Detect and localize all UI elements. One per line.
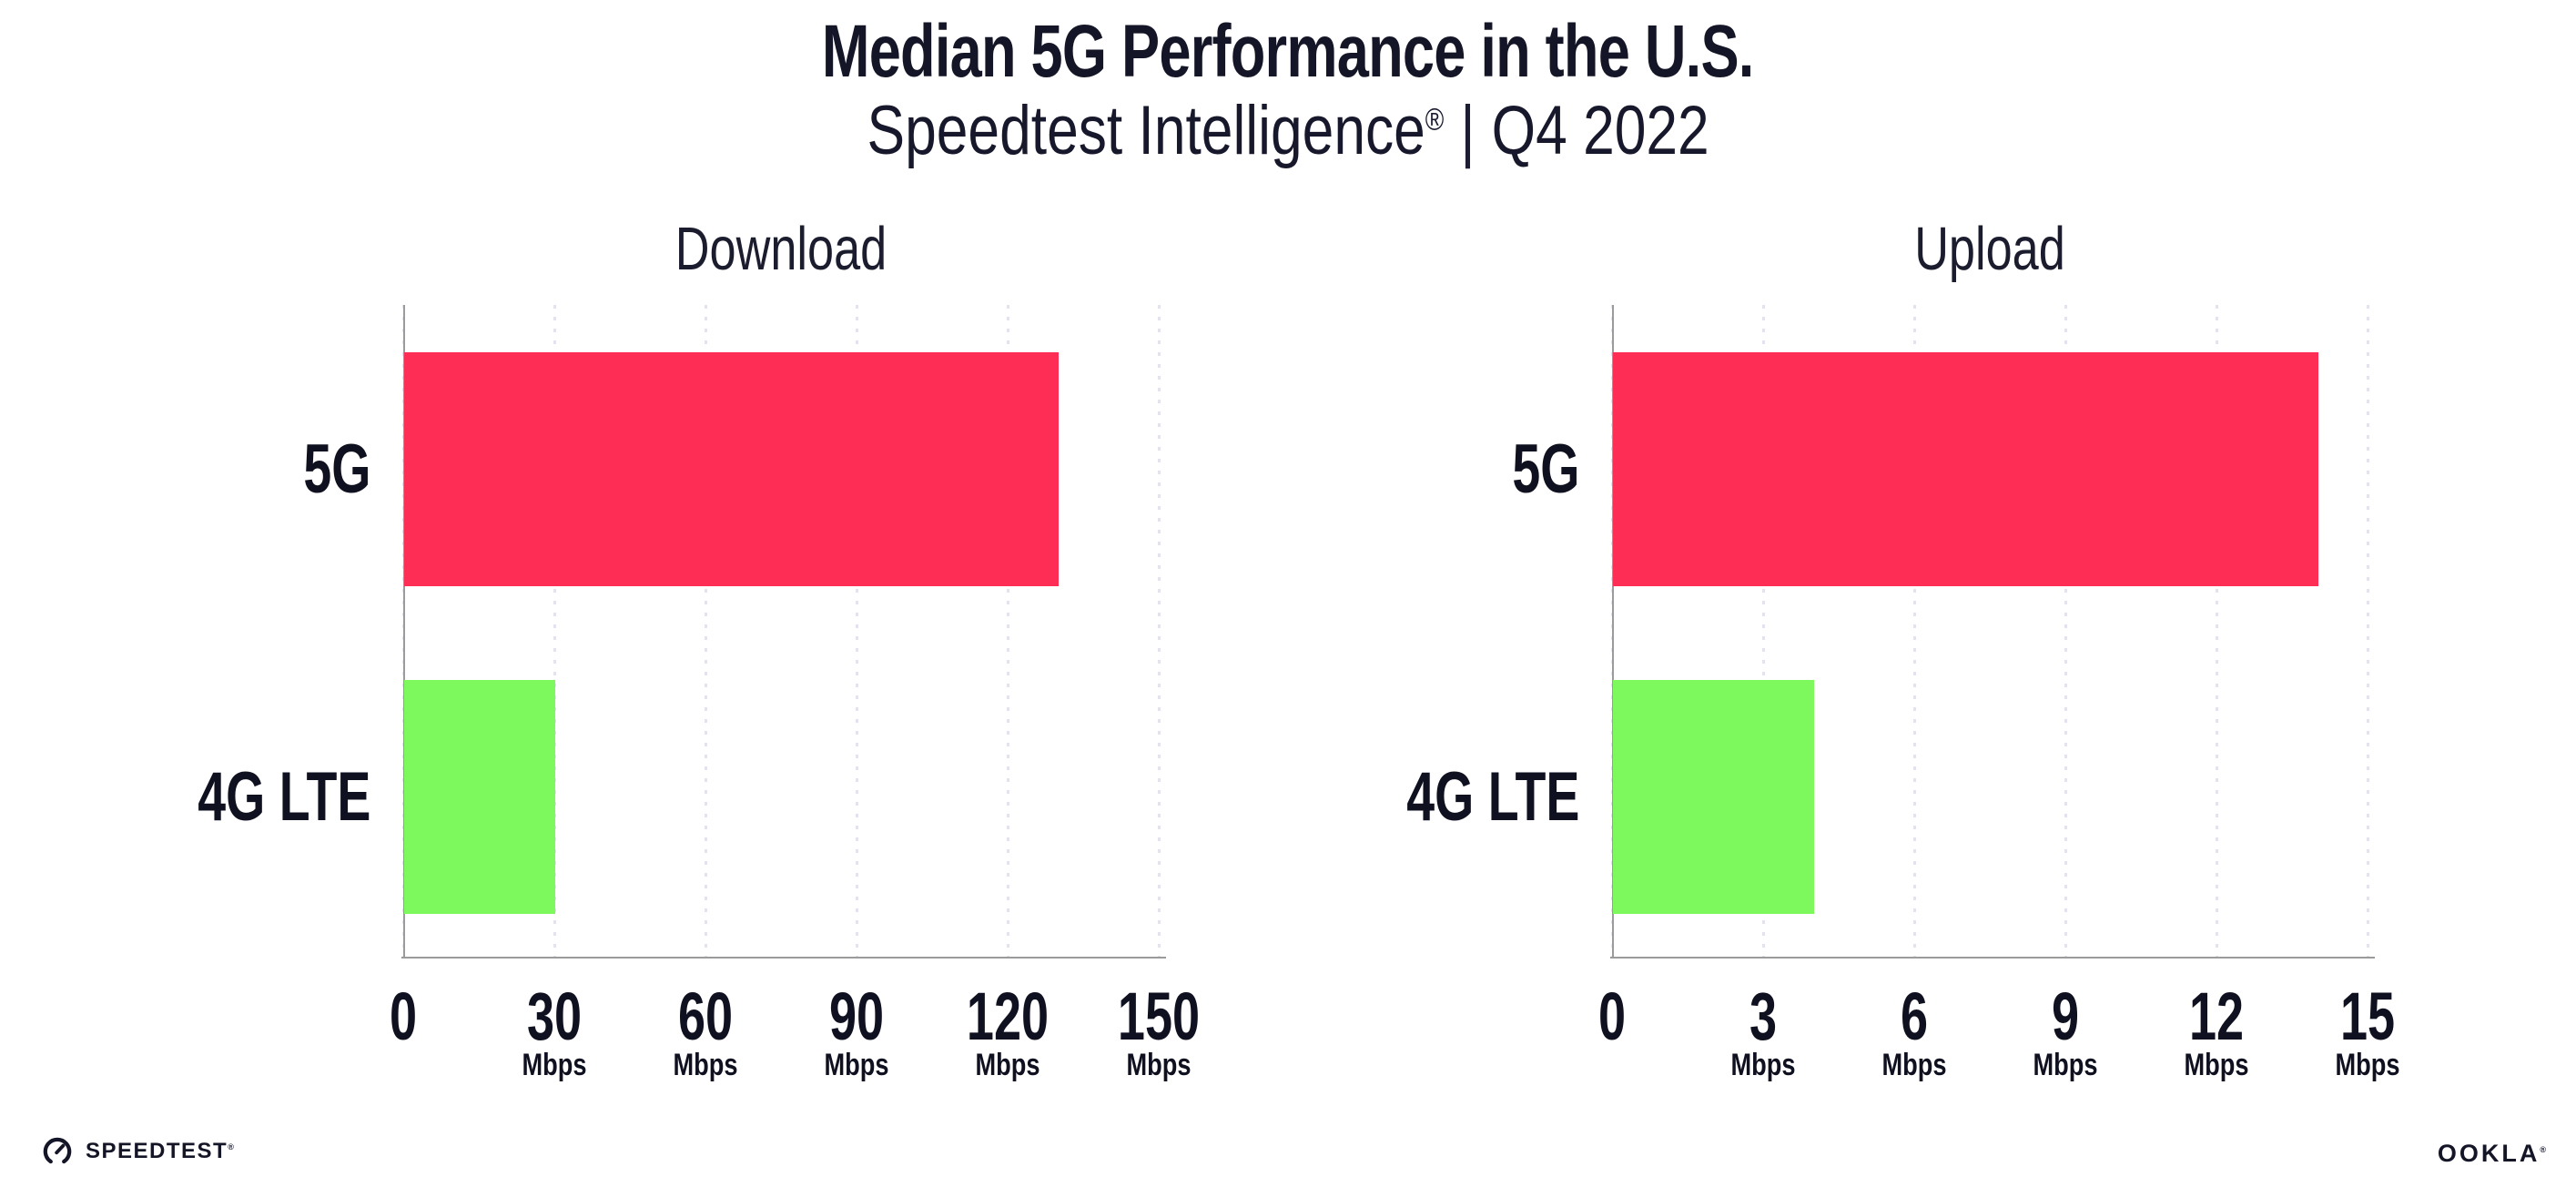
speedtest-gauge-icon [42,1136,73,1167]
category-label: 5G [302,430,370,508]
x-tick-unit: Mbps [1881,1048,1947,1082]
x-tick-unit: Mbps [824,1048,889,1082]
x-tick-label: 0 [389,979,418,1054]
subtitle-separator: | [1460,92,1476,169]
speedtest-registered-mark: ® [228,1142,236,1151]
page-subtitle: Speedtest Intelligence® | Q4 2022 [0,93,2576,169]
ookla-registered-mark: ® [2540,1145,2549,1154]
y-axis-line [403,305,405,959]
category-label: 4G LTE [1405,757,1579,836]
gridline [2367,305,2369,959]
gridline [1913,305,1916,959]
gridline [856,305,858,959]
page-title: Median 5G Performance in the U.S. [822,10,1754,93]
subtitle-period: Q4 2022 [1491,92,1709,169]
x-tick-label: 6 [1900,979,1929,1054]
x-axis-line [1610,957,2375,959]
gridline [2064,305,2067,959]
gridline [1158,305,1161,959]
x-tick-unit: Mbps [2335,1048,2400,1082]
x-tick-unit: Mbps [522,1048,587,1082]
x-tick-unit: Mbps [2033,1048,2098,1082]
y-axis-line [1612,305,1614,959]
gridline [553,305,556,959]
x-tick-label: 30 [526,979,583,1054]
category-label: 4G LTE [197,757,370,836]
bar-5g-upload [1613,352,2318,586]
x-tick-label: 9 [2051,979,2080,1054]
bar-4g-lte-upload [1613,680,1814,914]
ookla-logo: OOKLA® [2438,1140,2549,1168]
ookla-wordmark: OOKLA® [2437,1140,2549,1167]
x-tick-label: 3 [1749,979,1778,1054]
gridline [1762,305,1765,959]
bar-5g-download [404,352,1059,586]
x-tick-unit: Mbps [1126,1048,1192,1082]
speedtest-logo: SPEEDTEST® [42,1136,235,1167]
x-tick-label: 90 [828,979,885,1054]
subtitle-brand: Speedtest Intelligence [867,92,1425,169]
chart-title-upload: Upload [1914,215,2065,283]
x-tick-unit: Mbps [1730,1048,1796,1082]
x-tick-label: 150 [1117,979,1201,1054]
x-tick-label: 0 [1597,979,1627,1054]
x-tick-unit: Mbps [2184,1048,2249,1082]
x-tick-label: 15 [2339,979,2396,1054]
speedtest-wordmark: SPEEDTEST® [86,1139,236,1163]
registered-mark: ® [1425,102,1445,137]
gridline [705,305,707,959]
x-tick-label: 60 [677,979,734,1054]
x-tick-unit: Mbps [673,1048,738,1082]
category-label: 5G [1511,430,1579,508]
bar-4g-lte-download [404,680,555,914]
gridline [2216,305,2218,959]
x-tick-label: 120 [966,979,1050,1054]
gridline [1007,305,1009,959]
x-tick-label: 12 [2188,979,2245,1054]
x-tick-unit: Mbps [975,1048,1040,1082]
x-axis-line [401,957,1166,959]
chart-title-download: Download [674,215,887,283]
